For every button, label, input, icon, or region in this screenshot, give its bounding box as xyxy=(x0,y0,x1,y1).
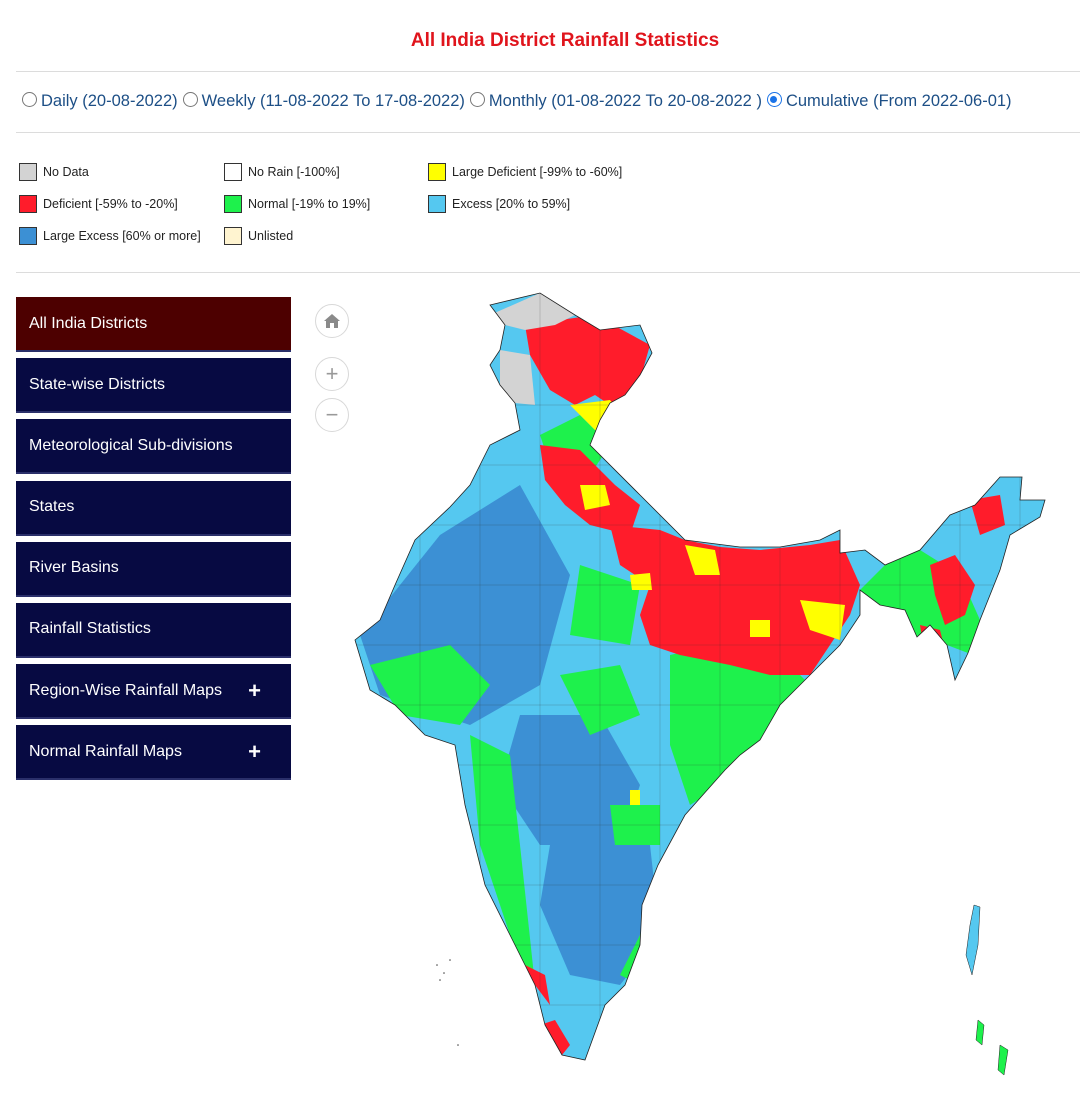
legend-label: Large Excess [60% or more] xyxy=(43,229,201,243)
menu-item-river-basins[interactable]: River Basins xyxy=(16,541,291,597)
radio-cumulative-label[interactable]: Cumulative (From 2022-06-01) xyxy=(785,92,1012,110)
radio-monthly-circle[interactable] xyxy=(469,92,485,107)
legend-swatch xyxy=(428,195,446,213)
legend-item-large-excess: Large Excess [60% or more] xyxy=(19,227,201,245)
page-title: All India District Rainfall Statistics xyxy=(410,30,720,51)
menu-item-label: Region-Wise Rainfall Maps xyxy=(29,681,222,699)
legend-label: Normal [-19% to 19%] xyxy=(248,197,371,211)
menu-item-states[interactable]: States xyxy=(16,480,291,536)
radio-monthly[interactable]: Monthly (01-08-2022 To 20-08-2022 ) xyxy=(469,92,762,111)
legend-swatch xyxy=(224,195,242,213)
zoom-in-button[interactable]: + xyxy=(315,357,349,391)
menu-item-all-india-districts[interactable]: All India Districts xyxy=(16,297,291,352)
legend-item-no-data: No Data xyxy=(19,163,89,181)
legend-swatch xyxy=(19,163,37,181)
menu-item-normal-rainfall-maps[interactable]: Normal Rainfall Maps + xyxy=(16,725,291,781)
legend-item-unlisted: Unlisted xyxy=(224,227,293,245)
menu-item-state-wise-districts[interactable]: State-wise Districts xyxy=(16,358,291,414)
legend-swatch xyxy=(224,163,242,181)
zoom-out-button[interactable]: − xyxy=(315,398,349,432)
menu-item-label: States xyxy=(29,498,75,516)
menu-item-label: Meteorological Sub-divisions xyxy=(29,436,233,454)
expand-plus-icon[interactable]: + xyxy=(248,738,261,764)
menu-item-label: Rainfall Statistics xyxy=(29,620,151,638)
menu-item-rainfall-statistics[interactable]: Rainfall Statistics xyxy=(16,602,291,658)
radio-cumulative[interactable]: Cumulative (From 2022-06-01) xyxy=(766,92,1012,111)
map-home-button[interactable] xyxy=(315,304,349,338)
legend-label: Large Deficient [-99% to -60%] xyxy=(452,165,623,179)
radio-cumulative-circle[interactable] xyxy=(766,92,782,107)
menu-item-label: State-wise Districts xyxy=(29,375,166,393)
radio-weekly-circle[interactable] xyxy=(182,92,198,107)
divider-top xyxy=(16,71,1080,72)
radio-daily-label[interactable]: Daily (20-08-2022) xyxy=(41,92,178,110)
menu-item-label: All India Districts xyxy=(29,314,148,332)
legend-item-large-deficient: Large Deficient [-99% to -60%] xyxy=(428,163,622,181)
sidebar-menu: All India Districts State-wise Districts… xyxy=(16,297,291,787)
radio-daily-circle[interactable] xyxy=(22,92,37,107)
radio-weekly-label[interactable]: Weekly (11-08-2022 To 17-08-2022) xyxy=(201,92,465,110)
legend-label: Deficient [-59% to -20%] xyxy=(43,197,178,211)
legend-swatch xyxy=(428,163,446,181)
menu-item-meteorological-sub-divisions[interactable]: Meteorological Sub-divisions xyxy=(16,419,291,475)
map-svg xyxy=(354,292,1046,1076)
legend-swatch xyxy=(19,227,37,245)
home-icon xyxy=(324,314,340,328)
legend-swatch xyxy=(19,195,37,213)
legend-swatch xyxy=(224,227,242,245)
legend-item-no-rain: No Rain [-100%] xyxy=(224,163,340,181)
india-district-map[interactable] xyxy=(340,285,1080,1091)
menu-item-label: Normal Rainfall Maps xyxy=(29,742,182,760)
period-radio-group: Daily (20-08-2022) Weekly (11-08-2022 To… xyxy=(22,92,1080,111)
radio-daily[interactable]: Daily (20-08-2022) xyxy=(22,92,178,111)
menu-item-label: River Basins xyxy=(29,559,119,577)
legend-item-deficient: Deficient [-59% to -20%] xyxy=(19,195,178,213)
legend-label: Unlisted xyxy=(248,229,294,243)
radio-weekly[interactable]: Weekly (11-08-2022 To 17-08-2022) xyxy=(182,92,465,111)
legend-label: Excess [20% to 59%] xyxy=(452,197,571,211)
menu-item-region-wise-rainfall-maps[interactable]: Region-Wise Rainfall Maps + xyxy=(16,664,291,720)
expand-plus-icon[interactable]: + xyxy=(248,677,261,703)
legend-item-normal: Normal [-19% to 19%] xyxy=(224,195,370,213)
legend-label: No Rain [-100%] xyxy=(248,165,340,179)
legend-item-excess: Excess [20% to 59%] xyxy=(428,195,570,213)
legend-label: No Data xyxy=(43,165,89,179)
divider-legend xyxy=(16,272,1080,273)
radio-monthly-label[interactable]: Monthly (01-08-2022 To 20-08-2022 ) xyxy=(488,92,762,110)
divider-radios xyxy=(16,132,1080,133)
